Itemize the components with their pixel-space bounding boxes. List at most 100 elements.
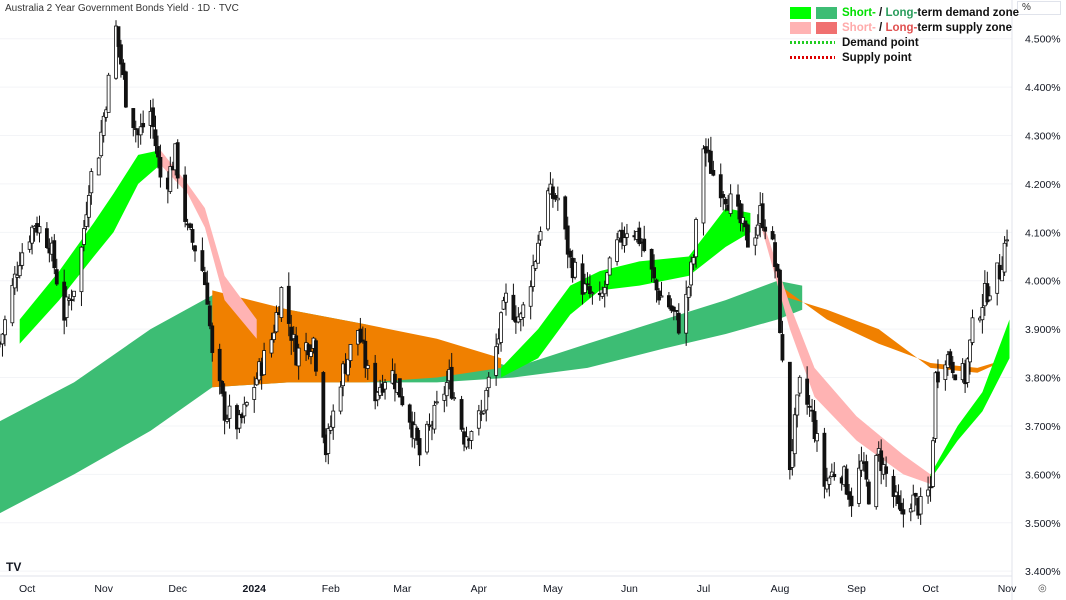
candle-body-236 xyxy=(812,411,817,440)
candle-body-64 xyxy=(220,381,225,394)
candle-body-246 xyxy=(847,491,851,500)
zone-bands xyxy=(0,150,1010,514)
candle-body-217 xyxy=(745,224,750,248)
legend-supply-short: Short- xyxy=(842,21,876,34)
candle-body-41 xyxy=(138,126,143,136)
candle-body-95 xyxy=(326,428,331,454)
zone-band-5 xyxy=(501,208,751,378)
candle-body-189 xyxy=(652,267,656,279)
candle-body-135 xyxy=(464,436,469,448)
candle-body-155 xyxy=(533,261,538,269)
candle-body-247 xyxy=(849,495,854,507)
candle-body-235 xyxy=(810,409,814,412)
unit-selector[interactable]: % xyxy=(1017,1,1061,15)
candle-body-22 xyxy=(72,290,76,297)
candle-body-215 xyxy=(741,217,745,224)
candle-body-292 xyxy=(1005,239,1009,242)
x-tick-label: Sep xyxy=(847,583,866,595)
candle-body-126 xyxy=(432,404,437,430)
legend-supply-long: Long- xyxy=(885,21,918,34)
candle-body-171 xyxy=(588,286,592,295)
candle-body-275 xyxy=(948,351,953,366)
candle-body-273 xyxy=(943,364,948,380)
candle-body-265 xyxy=(913,492,918,497)
candle-body-33 xyxy=(114,25,118,79)
candle-body-249 xyxy=(859,460,864,471)
candle-body-234 xyxy=(807,405,812,408)
zone-band-7 xyxy=(930,319,1010,480)
candle-body-67 xyxy=(227,405,232,419)
candle-body-87 xyxy=(296,347,301,367)
candle-body-38 xyxy=(131,108,136,129)
candle-body-46 xyxy=(156,146,160,158)
candle-body-69 xyxy=(237,414,242,429)
short-supply-swatch xyxy=(790,21,811,34)
candle-body-163 xyxy=(563,196,568,230)
candle-body-205 xyxy=(706,149,711,152)
candle-body-202 xyxy=(694,219,698,258)
candle-body-258 xyxy=(891,475,896,497)
settings-icon[interactable]: ◎ xyxy=(1038,583,1047,594)
candle-body-238 xyxy=(822,432,827,487)
x-tick-label: Apr xyxy=(471,583,488,595)
candle-body-165 xyxy=(568,250,573,258)
candle-body-89 xyxy=(306,344,311,356)
candle-body-39 xyxy=(133,128,138,130)
candle-body-201 xyxy=(691,257,696,265)
candle-body-45 xyxy=(153,129,158,147)
candle-body-223 xyxy=(770,231,775,240)
candle-body-74 xyxy=(254,378,259,386)
candle-body-177 xyxy=(607,257,612,276)
candle-body-7 xyxy=(20,252,25,266)
candle-body-188 xyxy=(649,248,654,270)
candle-body-25 xyxy=(84,214,89,227)
candle-body-37 xyxy=(123,71,128,108)
candle-body-143 xyxy=(494,346,499,376)
candle-body-118 xyxy=(407,404,412,423)
y-tick-label: 3.700% xyxy=(1025,421,1061,433)
candle-body-261 xyxy=(899,502,903,512)
candle-body-213 xyxy=(736,194,740,207)
price-axis[interactable]: 3.400% 3.500% 3.600% 3.700% 3.800% 3.900% 4.00… xyxy=(1025,34,1061,578)
candle-body-227 xyxy=(780,334,785,361)
candle-body-98 xyxy=(338,386,343,412)
y-tick-label: 3.500% xyxy=(1025,518,1061,530)
chart-title: Australia 2 Year Government Bonds Yield … xyxy=(5,3,239,14)
candle-body-90 xyxy=(309,351,313,357)
candle-body-9 xyxy=(30,226,34,244)
time-axis[interactable]: Oct Nov Dec 2024 Feb Mar Apr May Jun Jul Aug Sep Oct… xyxy=(19,583,1017,595)
x-tick-label: Dec xyxy=(168,583,187,595)
candle-body-80 xyxy=(274,312,279,333)
candle-body-271 xyxy=(933,372,938,439)
candle-body-23 xyxy=(79,246,84,293)
candle-body-228 xyxy=(787,361,792,471)
candle-body-152 xyxy=(521,304,526,318)
x-tick-label: Jul xyxy=(697,583,710,595)
candle-body-84 xyxy=(289,326,294,341)
candle-body-83 xyxy=(286,285,291,324)
candle-body-291 xyxy=(1002,242,1007,273)
candle-body-24 xyxy=(82,228,86,245)
candle-body-128 xyxy=(442,393,447,401)
candle-body-101 xyxy=(346,358,350,376)
zone-band-0 xyxy=(0,280,803,514)
candle-body-27 xyxy=(89,171,94,194)
candle-body-92 xyxy=(314,340,318,372)
candle-body-170 xyxy=(585,283,590,286)
candle-body-193 xyxy=(667,295,671,308)
candle-body-44 xyxy=(151,107,155,128)
candle-body-212 xyxy=(728,193,733,214)
candle-body-21 xyxy=(69,299,74,301)
legend-demand-point-label: Demand point xyxy=(842,36,919,49)
legend-demand-zone: Short- / Long-term demand zone xyxy=(790,5,1019,20)
candle-body-182 xyxy=(625,233,629,238)
candle-body-31 xyxy=(104,109,109,118)
candle-body-108 xyxy=(373,362,378,402)
candle-body-198 xyxy=(684,293,689,334)
y-tick-label: 3.600% xyxy=(1025,469,1061,481)
tradingview-logo-icon[interactable]: TV xyxy=(6,560,22,574)
legend-supply-point-label: Supply point xyxy=(842,51,912,64)
candle-body-58 xyxy=(200,250,205,271)
candle-body-242 xyxy=(832,473,837,478)
